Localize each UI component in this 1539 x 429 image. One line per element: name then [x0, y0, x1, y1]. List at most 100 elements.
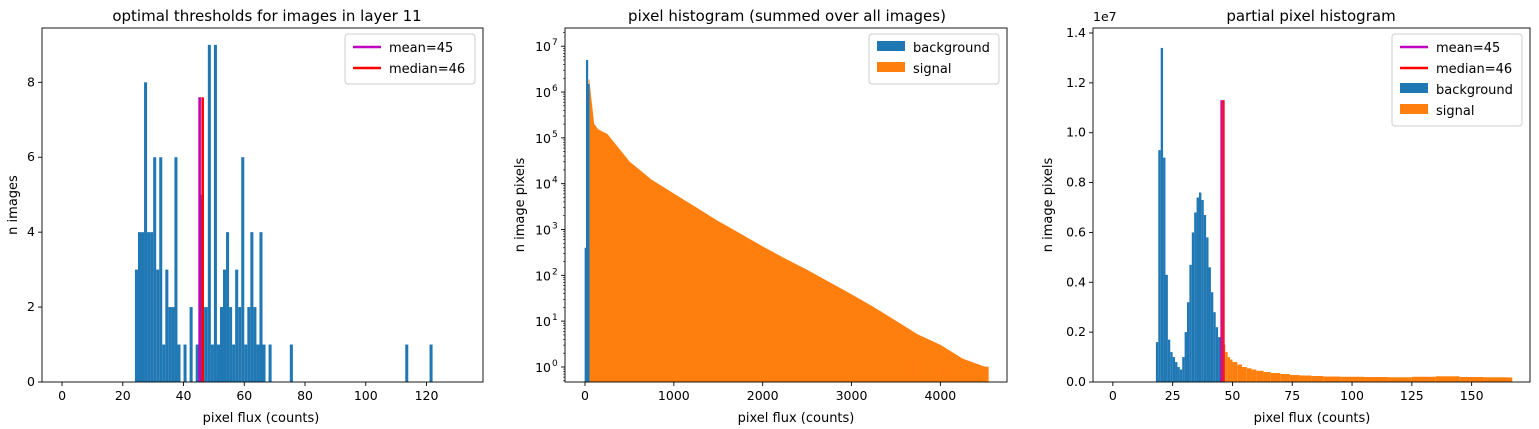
- signal-bar: [1311, 376, 1324, 382]
- legend-swatch-patch: [877, 41, 905, 51]
- chart-title: pixel histogram (summed over all images): [628, 7, 946, 25]
- x-tick-label: 120: [415, 388, 439, 403]
- legend-label: signal: [1436, 104, 1474, 119]
- background-bar: [1210, 292, 1214, 382]
- y-tick-label: 10: [535, 268, 551, 283]
- y-tick-label: 10: [535, 177, 551, 192]
- x-tick-label: 0: [58, 388, 66, 403]
- histogram-bar: [141, 232, 145, 382]
- histogram-bar: [235, 269, 239, 382]
- histogram-bar: [153, 157, 157, 382]
- axes-frame: [564, 27, 1008, 383]
- signal-bar: [1289, 375, 1300, 382]
- signal-tail-bar: [942, 362, 944, 382]
- signal-bar: [1251, 369, 1257, 382]
- y-tick-label: 0: [27, 374, 35, 389]
- signal-tail-bar: [934, 359, 937, 382]
- y-tick-label: 10: [535, 39, 551, 54]
- signal-tail-bar: [969, 372, 972, 382]
- histogram-bar: [144, 82, 148, 383]
- signal-tail-bar: [952, 366, 954, 382]
- signal-bar: [1459, 377, 1484, 382]
- x-tick-label: 50: [1224, 388, 1240, 403]
- signal-tail-bar: [959, 369, 962, 382]
- histogram-bar: [241, 157, 245, 382]
- histogram-bar: [210, 344, 214, 382]
- legend-swatch-patch: [1400, 104, 1428, 114]
- signal-tail-bar: [929, 358, 932, 382]
- signal-bar: [1364, 377, 1388, 382]
- y-tick-label: 2: [27, 299, 35, 314]
- histogram-bar: [268, 344, 272, 382]
- signal-tail-bar: [967, 371, 969, 382]
- y-tick-label: 6: [27, 149, 35, 164]
- legend-swatch-patch: [877, 62, 905, 72]
- y-tick-label: 0.6: [1066, 224, 1086, 239]
- signal-tail-bar: [917, 353, 919, 382]
- background-bar: [1208, 267, 1211, 382]
- y-tick-label: 4: [27, 224, 35, 239]
- x-tick-label: 150: [1460, 388, 1484, 403]
- x-tick-label: 1000: [658, 388, 690, 403]
- panel-pixel-histogram: pixel histogram (summed over all images)…: [513, 7, 1008, 426]
- legend-box: [1391, 33, 1523, 127]
- signal-bar: [1227, 357, 1231, 382]
- legend: mean=45 median=46: [344, 33, 476, 85]
- x-tick-label: 2000: [747, 388, 779, 403]
- y-axis-label: n image pixels: [513, 158, 528, 253]
- y-tick-exponent: 6: [552, 84, 558, 94]
- signal-tail-bar: [909, 350, 912, 382]
- histogram-bar: [250, 232, 254, 382]
- histogram-bar: [183, 344, 187, 382]
- background-bar: [1158, 150, 1161, 382]
- signal-tail-bar: [962, 370, 964, 382]
- x-axis-label: pixel flux (counts): [1254, 411, 1371, 426]
- signal-bar: [1232, 362, 1238, 382]
- legend-label: mean=45: [389, 41, 453, 56]
- signal-tail-bar: [981, 377, 984, 382]
- signal-tail-bar: [949, 365, 952, 382]
- legend-label: median=46: [389, 62, 465, 77]
- signal-bar: [1483, 377, 1508, 382]
- background-bar: [1196, 197, 1199, 382]
- y-tick-exponent: 4: [552, 176, 558, 186]
- background-bar: [1191, 232, 1195, 382]
- signal-bar: [1280, 374, 1290, 382]
- signal-bar: [1242, 367, 1247, 382]
- y-axis-label: n images: [6, 175, 21, 235]
- histogram-bar: [150, 232, 154, 382]
- signal-tail-bar: [979, 376, 981, 382]
- background-bar: [585, 60, 589, 382]
- signal-tail-bar: [944, 363, 947, 382]
- x-tick-label: 3000: [836, 388, 868, 403]
- histogram-bar: [232, 344, 236, 382]
- x-tick-label: 100: [1340, 388, 1364, 403]
- histogram-bar: [223, 269, 227, 382]
- signal-bar: [1270, 373, 1281, 382]
- axes-frame: [41, 27, 484, 383]
- background-bar: [1165, 274, 1168, 382]
- histogram-bar: [247, 307, 251, 382]
- signal-bar: [1256, 370, 1264, 382]
- panel-partial-histogram: partial pixel histogram pixel flux (coun…: [1041, 7, 1531, 426]
- background-bar: [1184, 332, 1188, 382]
- legend-label: median=46: [1436, 62, 1512, 77]
- y-tick-label: 1.0: [1066, 125, 1086, 140]
- background-bar: [1167, 339, 1171, 382]
- y-axis-label: n image pixels: [1041, 158, 1056, 253]
- y-offset-label: 1e7: [1093, 9, 1117, 24]
- background-bar: [1177, 367, 1180, 382]
- signal-tail-bar: [904, 348, 907, 382]
- signal-bar: [1387, 377, 1412, 382]
- background-bar: [587, 83, 590, 382]
- axes-frame: [1092, 27, 1531, 383]
- x-tick-label: 25: [1165, 388, 1181, 403]
- background-bar: [1215, 327, 1219, 382]
- histogram-bar: [213, 44, 217, 382]
- y-tick-exponent: 3: [552, 222, 558, 232]
- signal-bar: [1435, 376, 1460, 382]
- x-tick-label: 40: [176, 388, 192, 403]
- histogram-bar: [165, 269, 169, 382]
- signal-tail-bar: [984, 377, 986, 382]
- signal-bar: [1411, 376, 1436, 382]
